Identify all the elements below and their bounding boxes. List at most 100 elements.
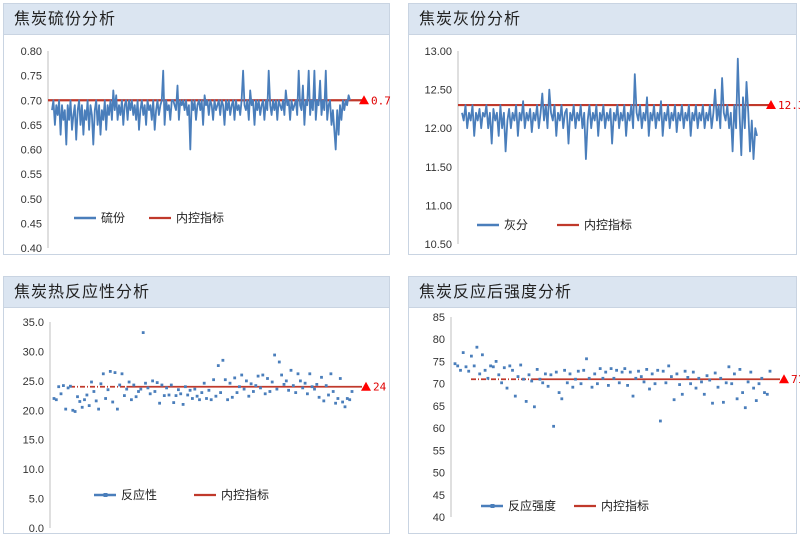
y-tick-label: 10.0 <box>23 464 44 476</box>
data-point <box>179 392 183 396</box>
y-tick-label: 12.50 <box>424 85 452 97</box>
y-tick-label: 13.00 <box>424 46 452 58</box>
data-point <box>80 405 84 409</box>
data-point <box>266 377 269 380</box>
data-point <box>472 364 476 368</box>
y-tick-label: 0.45 <box>21 218 42 230</box>
ash-chart: 13.00 12.50 12.00 11.50 11.00 10.50 12.3 灰分 内控指标 <box>424 46 800 251</box>
data-point <box>596 382 599 386</box>
data-point <box>593 372 597 376</box>
data-point <box>343 405 347 409</box>
data-point <box>694 386 698 390</box>
legend-series-marker <box>103 493 108 497</box>
data-point <box>563 368 566 372</box>
data-point <box>315 383 319 386</box>
y-tick-label: 25.0 <box>23 376 44 388</box>
data-point <box>752 386 755 390</box>
data-point <box>57 385 61 389</box>
data-point <box>97 407 100 411</box>
data-point <box>757 382 761 386</box>
data-point <box>275 387 279 391</box>
y-tick-label: 35.0 <box>23 317 44 329</box>
data-point <box>296 372 300 376</box>
legend-target-label: 内控指标 <box>176 210 224 225</box>
data-point <box>348 398 352 402</box>
data-point <box>579 382 583 386</box>
data-point <box>146 386 150 390</box>
data-point <box>198 398 201 402</box>
data-point <box>108 370 112 373</box>
data-point <box>667 364 671 368</box>
data-point <box>533 405 536 409</box>
y-tick-label: 10.50 <box>424 239 452 251</box>
data-point <box>494 360 498 363</box>
data-point <box>713 371 717 375</box>
target-value-label: 71 <box>791 373 800 386</box>
data-point <box>268 390 272 393</box>
data-point <box>202 381 206 385</box>
ash-chart-title: 焦炭灰份分析 <box>409 4 796 35</box>
series-line <box>51 69 351 151</box>
data-point <box>519 363 523 367</box>
legend-series-label: 灰分 <box>504 218 528 232</box>
data-point <box>489 364 492 368</box>
data-point <box>670 375 673 378</box>
data-point <box>623 367 627 370</box>
series-line <box>461 57 758 161</box>
data-point <box>66 386 70 390</box>
data-point <box>708 378 712 382</box>
data-point <box>247 394 251 398</box>
data-point <box>209 398 213 402</box>
y-tick-label: 0.55 <box>21 169 42 181</box>
data-point <box>617 381 621 385</box>
y-tick-label: 0.65 <box>21 120 42 132</box>
data-point <box>516 375 520 378</box>
y-tick-label: 45 <box>433 490 445 502</box>
data-point <box>287 388 290 392</box>
data-point <box>238 385 241 389</box>
data-point <box>680 392 684 396</box>
data-point <box>568 372 572 376</box>
data-point <box>242 387 246 391</box>
data-point <box>280 373 283 377</box>
data-point <box>653 382 657 386</box>
sulfur-chart-panel: 焦炭硫份分析 0.80 0.75 0.70 0.65 0.60 0.55 0.50 0.45 0… <box>3 3 391 255</box>
data-point <box>221 358 225 362</box>
target-value-label: 24 <box>373 381 387 394</box>
data-point <box>216 364 220 367</box>
data-point <box>191 397 194 400</box>
data-point <box>612 376 616 380</box>
data-point <box>585 357 588 361</box>
data-point <box>724 381 728 385</box>
data-point <box>303 381 307 385</box>
data-point <box>727 365 731 369</box>
data-point <box>71 408 75 412</box>
data-point <box>148 392 152 396</box>
target-marker-icon <box>359 95 369 105</box>
data-point <box>683 369 687 373</box>
data-point <box>83 398 86 402</box>
data-point <box>461 351 465 354</box>
ash-chart-panel: 焦炭灰份分析 13.00 12.50 12.00 11.50 11.00 10.50 12.… <box>408 3 800 255</box>
data-point <box>141 331 145 334</box>
data-point <box>64 407 68 411</box>
data-point <box>76 395 79 399</box>
data-point <box>195 394 199 398</box>
data-point <box>92 390 96 393</box>
data-point <box>277 360 281 364</box>
data-point <box>598 367 602 370</box>
data-point <box>212 378 215 382</box>
data-point <box>193 387 197 391</box>
y-tick-label: 70 <box>433 379 445 391</box>
data-point <box>483 368 487 372</box>
data-point <box>261 373 265 377</box>
data-point <box>571 385 575 389</box>
data-point <box>228 381 232 385</box>
legend-series-label: 反应性 <box>121 487 157 502</box>
data-point <box>743 406 747 410</box>
data-point <box>549 373 553 377</box>
y-tick-label: 15.0 <box>23 435 44 447</box>
data-point <box>331 390 335 393</box>
data-point <box>735 397 739 401</box>
data-point <box>491 365 495 369</box>
